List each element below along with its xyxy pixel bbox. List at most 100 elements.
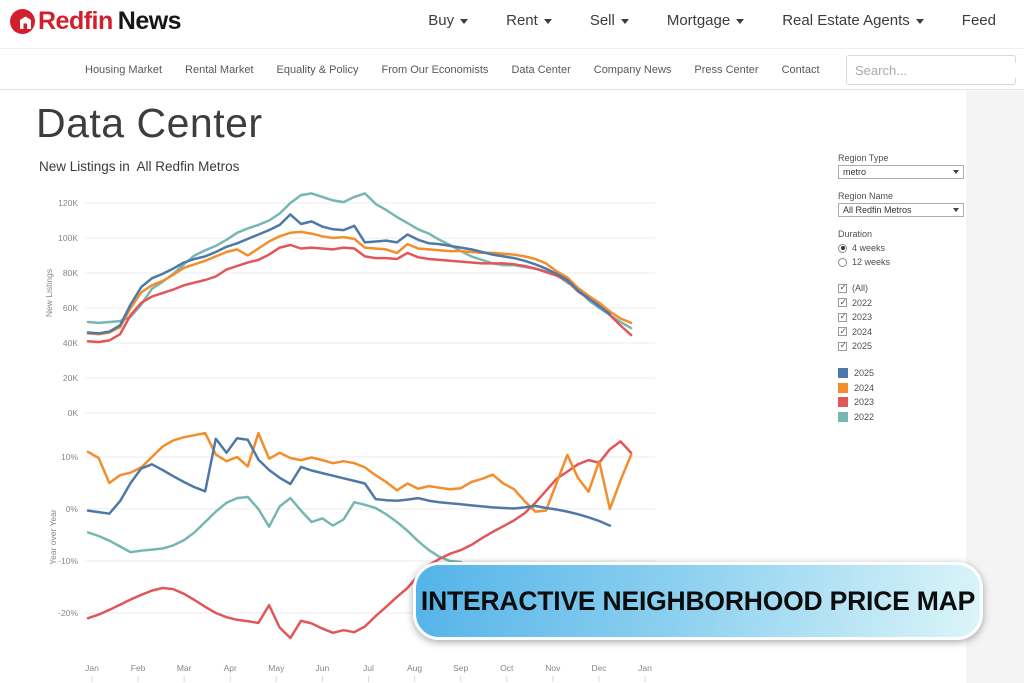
region-type-value: metro: [843, 167, 867, 177]
secondary-nav: Housing Market Rental Market Equality & …: [0, 48, 1024, 90]
checkbox-label: (All): [852, 283, 868, 293]
subnav-item-from-our-economists[interactable]: From Our Economists: [381, 64, 489, 76]
chevron-down-icon: [953, 208, 959, 212]
x-tick-label: Apr: [224, 663, 237, 673]
chevron-down-icon: [620, 18, 629, 24]
legend-swatch-red: [838, 397, 848, 407]
x-tick-label: Nov: [545, 663, 561, 673]
chevron-down-icon: [736, 18, 745, 24]
radio-label: 4 weeks: [852, 243, 886, 253]
legend-label: 2024: [854, 382, 875, 393]
nav-item-feed[interactable]: Feed: [962, 12, 996, 29]
y-tick-label: 0K: [68, 408, 79, 418]
y-tick-label: 0%: [66, 504, 79, 514]
chevron-down-icon: [460, 18, 469, 24]
interactive-neighborhood-price-map-banner[interactable]: INTERACTIVE NEIGHBORHOOD PRICE MAP: [413, 562, 983, 640]
y-tick-label: 40K: [63, 338, 78, 348]
redfin-news-logo[interactable]: Redfin News: [10, 7, 182, 36]
subnav-item-contact[interactable]: Contact: [781, 64, 820, 76]
line-2025-year-over-year: [86, 437, 612, 527]
subnav-item-equality-policy[interactable]: Equality & Policy: [276, 64, 359, 76]
region-name-label: Region Name: [838, 191, 894, 201]
top-header: Redfin News Buy Rent Sell Mortgage Real …: [0, 0, 1024, 48]
duration-option-12-weeks[interactable]: 12 weeks: [838, 257, 968, 267]
nav-label: Rent: [506, 11, 538, 29]
subnav-item-housing-market[interactable]: Housing Market: [85, 64, 163, 76]
chevron-down-icon: [953, 170, 959, 174]
legend-label: 2023: [854, 397, 875, 407]
y-axis-title-year-over-year: Year over Year: [48, 509, 58, 565]
line-2024-year-over-year: [86, 431, 633, 513]
region-name-value: All Redfin Metros: [843, 205, 912, 215]
year-filter-all[interactable]: (All): [838, 282, 968, 293]
checkbox-icon: [838, 326, 847, 337]
y-tick-label: -20%: [58, 608, 78, 618]
nav-label: Real Estate Agents: [782, 11, 910, 29]
legend-swatch-blue: [838, 368, 848, 378]
y-tick-label: 120K: [58, 198, 78, 208]
region-name-select[interactable]: All Redfin Metros: [838, 203, 964, 217]
nav-item-real-estate-agents[interactable]: Real Estate Agents: [782, 12, 924, 29]
chart-subtitle: New Listings in All Redfin Metros: [39, 159, 240, 174]
nav-item-rent[interactable]: Rent: [506, 12, 552, 29]
subnav-item-rental-market[interactable]: Rental Market: [185, 64, 254, 76]
checkbox-icon: [838, 311, 847, 322]
line-2024-new-listings: [86, 230, 633, 336]
y-tick-label: 100K: [58, 233, 78, 243]
x-tick-label: Jul: [363, 663, 374, 673]
search-input[interactable]: [855, 62, 1024, 78]
year-filter-2024[interactable]: 2024: [838, 326, 968, 337]
duration-label: Duration: [838, 229, 873, 239]
x-tick-label: Oct: [500, 663, 514, 673]
region-type-label: Region Type: [838, 153, 889, 163]
subnav-item-press-center[interactable]: Press Center: [694, 64, 759, 76]
subnav-item-data-center[interactable]: Data Center: [511, 64, 571, 76]
nav-item-mortgage[interactable]: Mortgage: [666, 11, 745, 29]
line-2023-new-listings: [86, 243, 633, 344]
x-tick-label: Jan: [85, 663, 99, 673]
year-filter-2023[interactable]: 2023: [838, 311, 968, 322]
legend-item-2023: 2023: [838, 397, 968, 407]
x-tick-label: Aug: [407, 663, 422, 673]
x-tick-label: Jun: [316, 663, 330, 673]
x-tick-label: Mar: [177, 663, 192, 673]
banner-text: INTERACTIVE NEIGHBORHOOD PRICE MAP: [420, 585, 976, 616]
legend-item-2024: 2024: [838, 382, 968, 393]
x-tick-label: Jan: [638, 663, 652, 673]
legend-swatch-teal: [838, 411, 848, 422]
nav-item-sell[interactable]: Sell: [590, 12, 629, 29]
y-axis-title-new-listings: New Listings: [44, 269, 54, 317]
line-2022-year-over-year: [86, 495, 463, 564]
page-title: Data Center: [36, 100, 263, 146]
y-tick-label: 60K: [63, 303, 78, 313]
logo-brand-text: Redfin: [38, 7, 113, 35]
nav-label: Feed: [961, 11, 996, 29]
duration-option-4-weeks[interactable]: 4 weeks: [838, 243, 968, 253]
primary-nav: Buy Rent Sell Mortgage Real Estate Agent…: [428, 0, 996, 40]
redfin-logo-icon: [10, 9, 35, 34]
year-filter-2025[interactable]: 2025: [838, 340, 968, 351]
checkbox-icon: [838, 297, 847, 308]
series-legend: 2025 2024 2023 2022: [838, 368, 968, 422]
nav-label: Sell: [589, 11, 615, 29]
x-tick-label: Sep: [453, 663, 468, 673]
region-type-select[interactable]: metro: [838, 165, 964, 179]
legend-label: 2022: [854, 411, 875, 422]
filter-panel: Region Type metro Region Name All Redfin…: [838, 153, 968, 422]
radio-icon: [838, 243, 847, 253]
legend-item-2022: 2022: [838, 411, 968, 422]
line-2025-new-listings: [86, 213, 612, 335]
x-tick-label: Dec: [591, 663, 607, 673]
checkbox-label: 2025: [852, 341, 873, 351]
chevron-down-icon: [543, 18, 552, 24]
nav-label: Mortgage: [666, 11, 731, 29]
line-2023-year-over-year: [86, 440, 633, 640]
year-filter-2022[interactable]: 2022: [838, 297, 968, 308]
search-box[interactable]: [846, 55, 1024, 85]
subnav-item-company-news[interactable]: Company News: [593, 64, 672, 76]
checkbox-icon: [838, 340, 847, 351]
nav-label: Buy: [428, 11, 455, 29]
nav-item-buy[interactable]: Buy: [428, 11, 469, 29]
